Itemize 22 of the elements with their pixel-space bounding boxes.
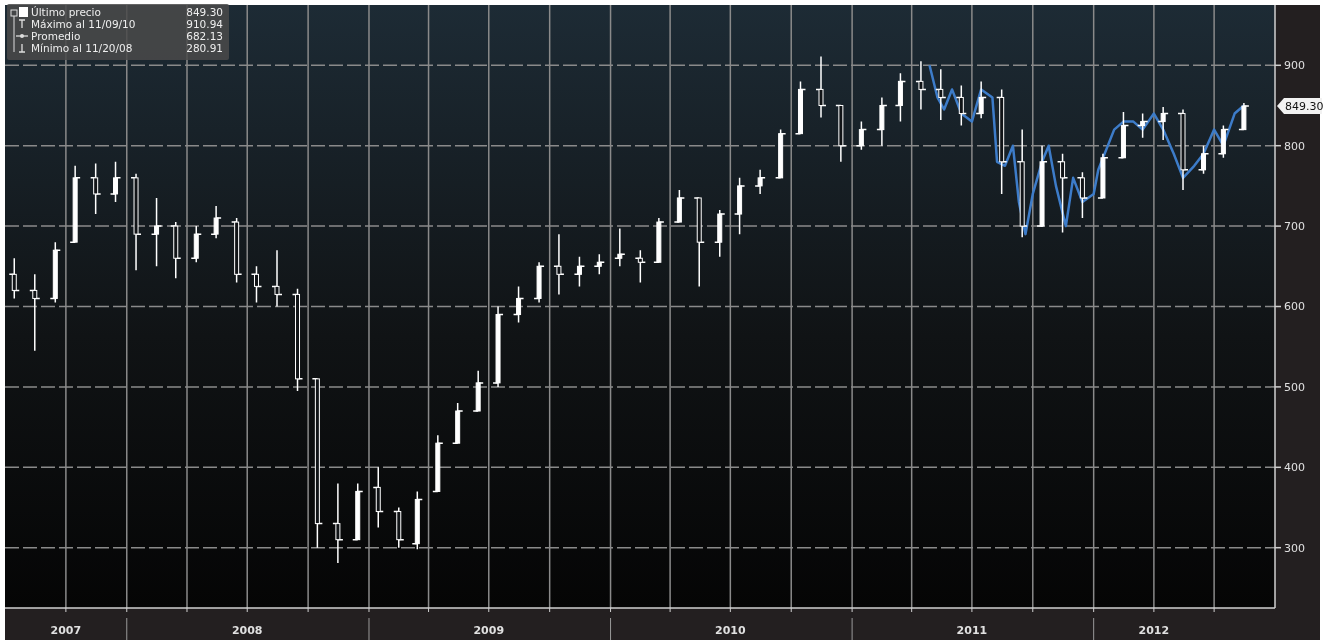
x-tick-label: 2009 [473,624,505,637]
annotation: 910.94 [186,18,224,30]
annotation: 849.30 [186,6,223,18]
y-tick-label: 800 [1284,139,1305,153]
x-tick-label: 2012 [1138,624,1170,637]
annotation: Máximo al 11/09/10 [31,18,136,30]
x-tick-label: 2010 [715,624,746,637]
annotation: 682.13 [186,30,223,42]
legend-label: Último precio [31,6,101,18]
x-tick-label: 2007 [50,624,82,637]
annotation: Promedio [31,30,81,42]
text: 849.30 [1285,99,1324,113]
x-tick-label: 2011 [956,624,988,637]
y-tick-label: 600 [1284,300,1305,314]
y-tick-label: 500 [1284,380,1305,394]
y-tick-label: 700 [1284,219,1305,233]
annotation: 280.91 [186,42,223,54]
y-tick-label: 900 [1284,59,1305,73]
y-tick-label: 300 [1284,541,1305,555]
x-tick-label: 2008 [231,624,263,637]
annotation: Mínimo al 11/20/08 [31,42,133,54]
y-tick-label: 400 [1284,461,1305,475]
